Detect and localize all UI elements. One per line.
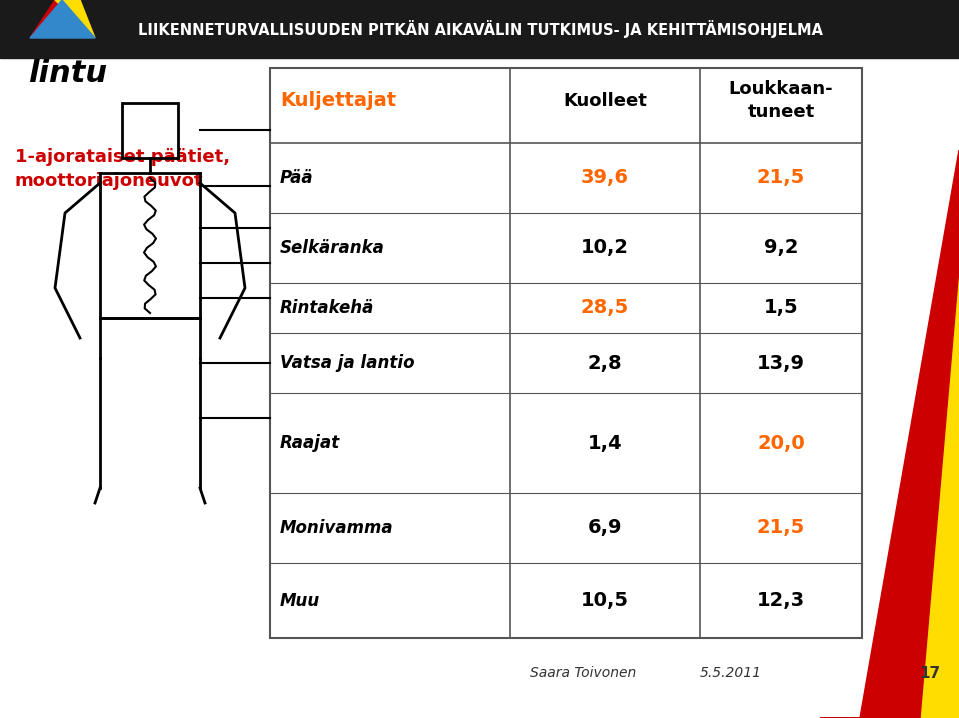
Polygon shape [840,178,959,718]
Polygon shape [900,268,959,718]
Text: 28,5: 28,5 [581,299,629,317]
Bar [0,0,959,58]
Text: 1,5: 1,5 [763,299,798,317]
Text: 17: 17 [920,666,941,681]
Text: Selkäranka: Selkäranka [280,239,385,257]
Text: lintu: lintu [28,58,107,88]
Text: Pää: Pää [280,169,314,187]
Text: Muu: Muu [280,592,320,610]
Polygon shape [30,0,80,38]
Text: 10,5: 10,5 [581,591,629,610]
Text: Saara Toivonen: Saara Toivonen [530,666,636,680]
Text: LIIKENNETURVALLISUUDEN PITKÄN AIKAVÄLIN TUTKIMUS- JA KEHITTÄMISOHJELMA: LIIKENNETURVALLISUUDEN PITKÄN AIKAVÄLIN … [137,20,823,38]
Text: 5.5.2011: 5.5.2011 [700,666,762,680]
Text: 2,8: 2,8 [588,353,622,373]
Polygon shape [30,0,95,38]
Text: 10,2: 10,2 [581,238,629,258]
Text: 6,9: 6,9 [588,518,622,538]
Text: Kuljettajat: Kuljettajat [280,91,396,110]
Bar [270,68,862,638]
Text: Kuolleet: Kuolleet [563,91,647,110]
Text: 39,6: 39,6 [581,169,629,187]
Text: Monivamma: Monivamma [280,519,393,537]
Text: 1-ajorataiset päätiet,
moottoriajoneuvot: 1-ajorataiset päätiet, moottoriajoneuvot [15,148,230,190]
Polygon shape [55,0,95,38]
Polygon shape [820,150,959,718]
Text: 21,5: 21,5 [757,518,806,538]
Text: 9,2: 9,2 [763,238,798,258]
Text: 13,9: 13,9 [757,353,805,373]
Text: 20,0: 20,0 [757,434,805,452]
Text: Vatsa ja lantio: Vatsa ja lantio [280,354,414,372]
Text: Loukkaan-
tuneet: Loukkaan- tuneet [729,80,833,121]
Text: Rintakehä: Rintakehä [280,299,374,317]
Text: 1,4: 1,4 [588,434,622,452]
Text: 12,3: 12,3 [757,591,805,610]
Text: Raajat: Raajat [280,434,340,452]
Text: 21,5: 21,5 [757,169,806,187]
